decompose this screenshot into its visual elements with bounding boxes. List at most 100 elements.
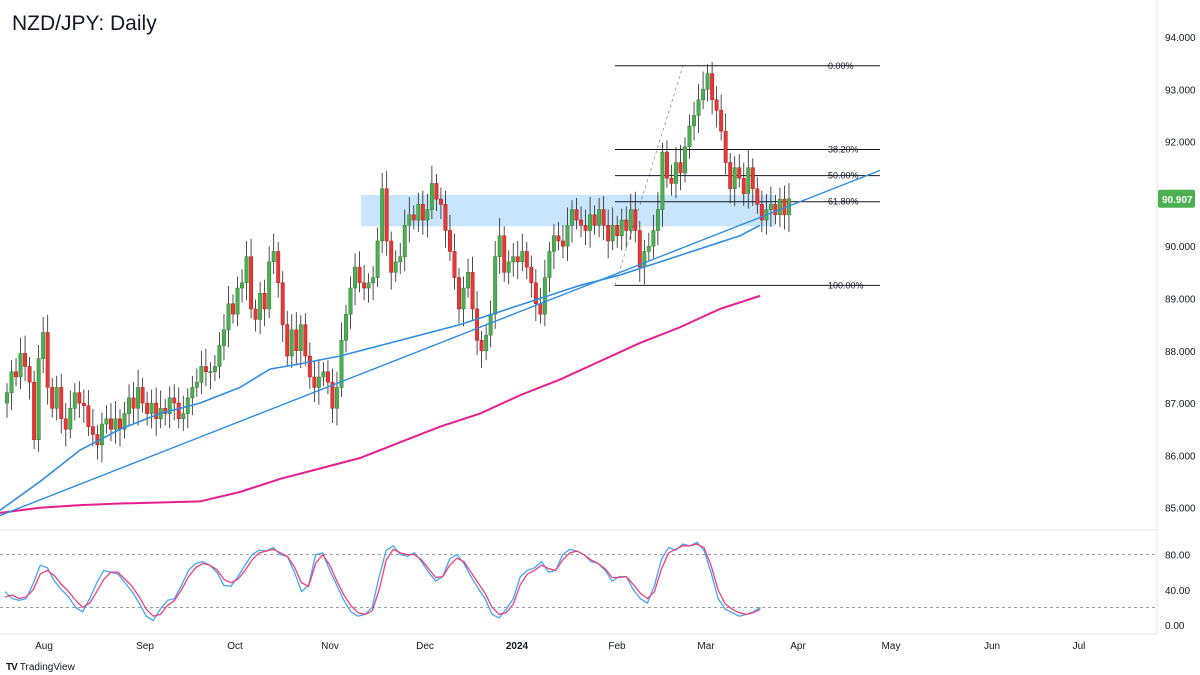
tradingview-brand[interactable]: TV TradingView bbox=[6, 662, 75, 673]
candle-body-123 bbox=[561, 240, 565, 247]
candle-body-83 bbox=[380, 188, 385, 242]
candle-body-1 bbox=[9, 371, 14, 393]
candle-body-48 bbox=[222, 329, 226, 346]
time-tick-9: May bbox=[882, 641, 901, 652]
candle-body-24 bbox=[113, 418, 118, 430]
candle-body-152 bbox=[692, 115, 696, 127]
candle-body-62 bbox=[285, 324, 290, 357]
candle-body-129 bbox=[588, 214, 593, 231]
candle-body-58 bbox=[267, 261, 272, 310]
candle-body-0 bbox=[5, 392, 9, 404]
candle-body-18 bbox=[86, 405, 91, 427]
candle-body-122 bbox=[556, 235, 561, 242]
time-tick-3: Nov bbox=[321, 641, 339, 652]
candle-body-75 bbox=[344, 313, 348, 341]
candle-body-137 bbox=[624, 219, 629, 231]
stoch-tick-1: 40.00 bbox=[1165, 586, 1190, 597]
candle-body-3 bbox=[18, 353, 23, 378]
time-tick-7: Mar bbox=[697, 641, 715, 652]
candle-body-155 bbox=[705, 73, 710, 90]
candle-body-166 bbox=[755, 188, 760, 205]
stoch-tick-2: 0.00 bbox=[1165, 621, 1185, 632]
candle-body-163 bbox=[741, 177, 746, 195]
candle-body-84 bbox=[384, 188, 389, 242]
candle-body-68 bbox=[312, 376, 317, 388]
candle-body-131 bbox=[597, 209, 602, 226]
candle-body-145 bbox=[660, 151, 665, 210]
candle-body-60 bbox=[276, 251, 281, 284]
stoch-tick-0: 80.00 bbox=[1165, 551, 1190, 562]
candle-body-92 bbox=[420, 204, 425, 221]
candle-body-42 bbox=[194, 381, 199, 388]
candle-body-102 bbox=[466, 272, 470, 289]
candle-body-8 bbox=[41, 332, 46, 359]
candle-body-43 bbox=[199, 366, 204, 383]
candle-body-107 bbox=[488, 313, 493, 336]
candle-body-77 bbox=[353, 266, 357, 289]
candle-body-136 bbox=[619, 219, 624, 236]
candle-body-67 bbox=[307, 355, 312, 378]
candle-body-149 bbox=[678, 162, 683, 174]
candle-body-154 bbox=[701, 89, 706, 101]
candle-body-2 bbox=[14, 371, 18, 378]
candle-body-90 bbox=[411, 214, 416, 221]
candle-body-28 bbox=[131, 397, 136, 409]
price-tick-4: 90.000 bbox=[1165, 242, 1196, 253]
candle-body-81 bbox=[371, 277, 376, 284]
ma-200-line bbox=[0, 294, 761, 514]
candle-body-30 bbox=[140, 387, 145, 404]
candle-body-37 bbox=[172, 397, 177, 404]
candle-body-103 bbox=[470, 272, 475, 310]
candle-body-53 bbox=[244, 256, 249, 284]
candle-body-121 bbox=[551, 235, 556, 252]
overlay-lines bbox=[0, 169, 881, 517]
candle-body-70 bbox=[321, 371, 326, 378]
candle-body-80 bbox=[366, 282, 371, 289]
candle-body-109 bbox=[497, 235, 502, 257]
stochastic-panel bbox=[0, 541, 1157, 622]
candle-body-127 bbox=[579, 219, 583, 226]
candle-body-112 bbox=[511, 256, 516, 263]
candle-body-132 bbox=[601, 209, 606, 226]
fib-level-label-0: 0.00% bbox=[828, 61, 854, 71]
candle-body-45 bbox=[208, 371, 213, 373]
candle-body-73 bbox=[335, 387, 339, 409]
candle-body-15 bbox=[72, 392, 77, 409]
candle-body-171 bbox=[777, 198, 782, 216]
candle-body-21 bbox=[99, 423, 104, 446]
candle-body-56 bbox=[258, 293, 263, 320]
candle-body-13 bbox=[63, 418, 68, 430]
candle-body-32 bbox=[149, 402, 154, 414]
candle-body-47 bbox=[217, 345, 222, 367]
candle-body-23 bbox=[109, 418, 113, 430]
candle-body-151 bbox=[687, 125, 692, 148]
candle-body-59 bbox=[271, 251, 276, 263]
candle-body-116 bbox=[529, 266, 534, 284]
candle-body-71 bbox=[325, 371, 330, 383]
candle-body-10 bbox=[50, 387, 55, 409]
candlestick-series bbox=[5, 62, 791, 463]
time-tick-8: Apr bbox=[790, 641, 806, 652]
candle-body-61 bbox=[280, 282, 285, 325]
price-tick-2: 92.000 bbox=[1165, 138, 1196, 149]
candle-body-99 bbox=[452, 251, 457, 278]
candle-body-159 bbox=[723, 130, 728, 163]
candle-body-89 bbox=[407, 214, 412, 226]
candle-body-93 bbox=[425, 209, 430, 221]
candle-body-78 bbox=[357, 266, 362, 284]
trendline bbox=[0, 169, 881, 517]
time-tick-11: Jul bbox=[1073, 641, 1086, 652]
candle-body-44 bbox=[203, 366, 208, 372]
price-tick-5: 89.000 bbox=[1165, 295, 1196, 306]
time-tick-10: Jun bbox=[984, 641, 1000, 652]
price-grid bbox=[0, 0, 1158, 635]
candle-body-36 bbox=[167, 397, 172, 414]
candle-body-110 bbox=[502, 235, 507, 273]
brand-label: TradingView bbox=[19, 662, 75, 673]
candle-body-104 bbox=[475, 308, 480, 341]
candle-body-115 bbox=[524, 251, 529, 268]
candle-body-144 bbox=[655, 209, 660, 231]
time-tick-2: Oct bbox=[227, 641, 243, 652]
time-tick-0: Aug bbox=[35, 641, 53, 652]
